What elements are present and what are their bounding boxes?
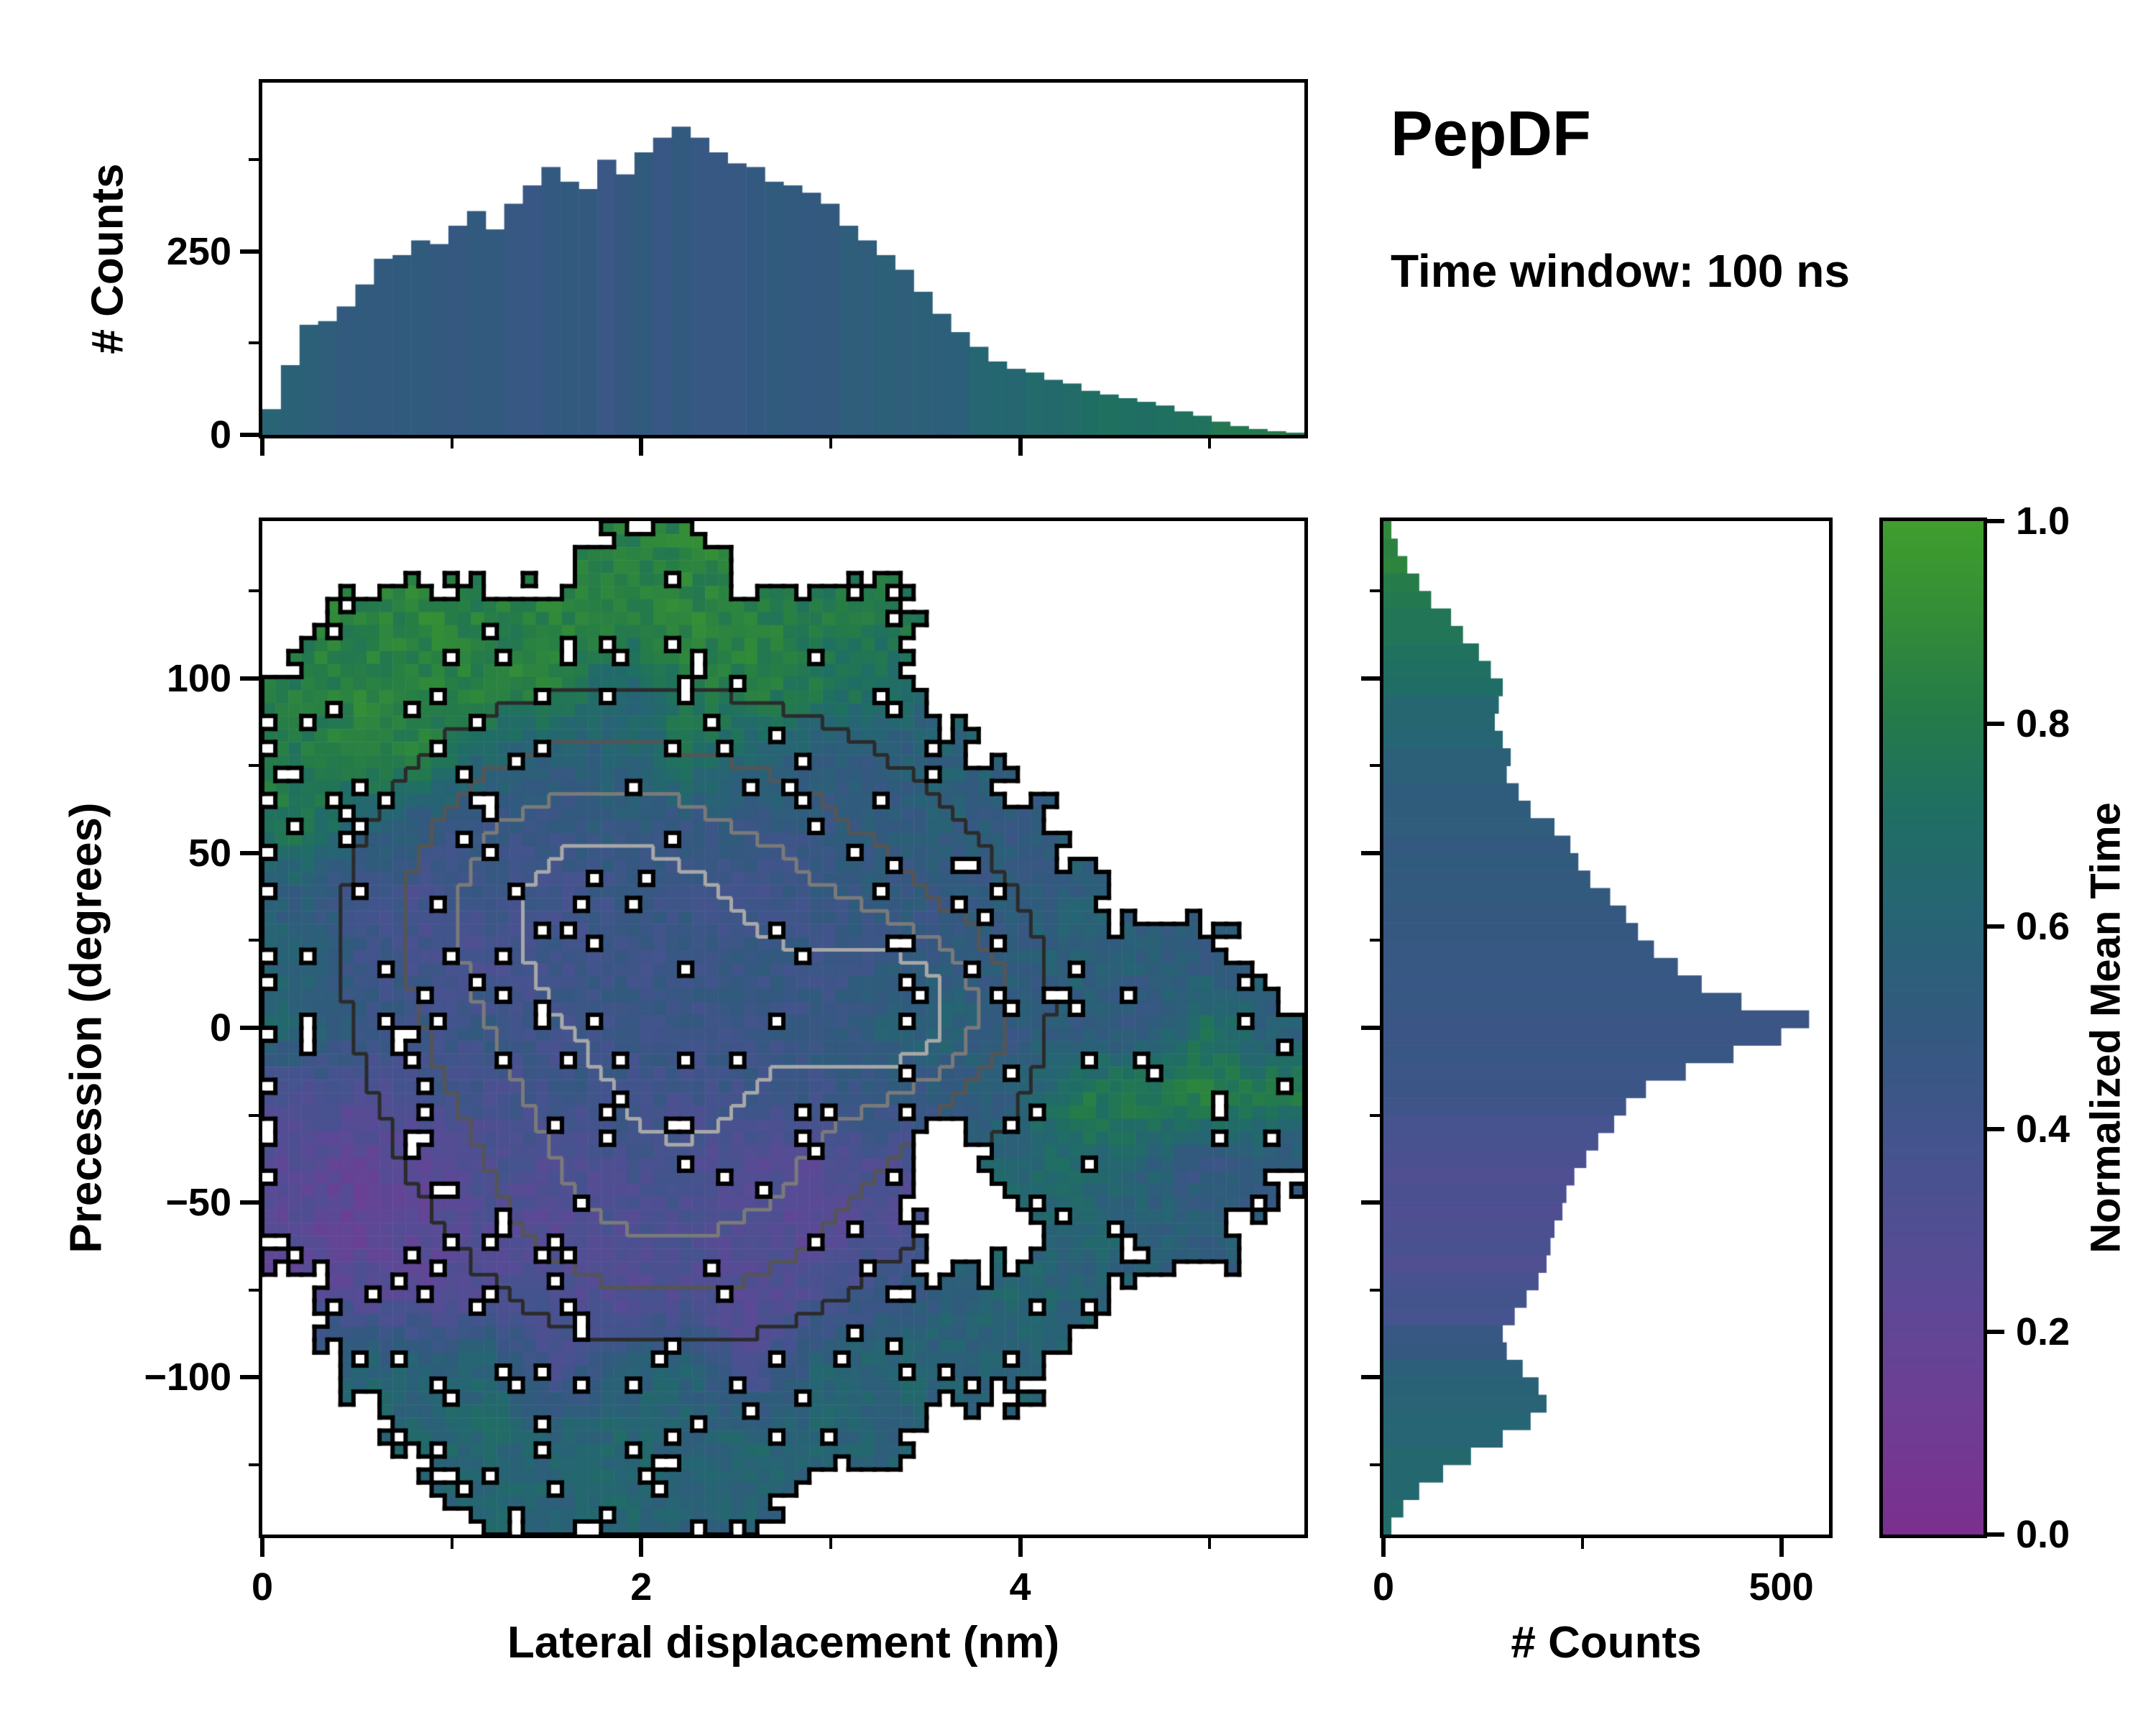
tick-label: 0.8 bbox=[2016, 702, 2070, 745]
tick-mark bbox=[829, 438, 832, 448]
tick-label: −50 bbox=[165, 1181, 231, 1225]
tick-label: 100 bbox=[166, 656, 231, 700]
tick-label: 0.4 bbox=[2016, 1108, 2070, 1151]
top-y-axis-label: # Counts bbox=[83, 163, 133, 354]
figure-subtitle: Time window: 100 ns bbox=[1391, 245, 1850, 297]
tick-mark bbox=[249, 1113, 259, 1117]
tick-label: 0 bbox=[1372, 1565, 1395, 1609]
tick-mark bbox=[450, 1538, 453, 1549]
tick-mark bbox=[639, 438, 644, 456]
tick-mark bbox=[1370, 1113, 1380, 1117]
right-histogram-canvas bbox=[1383, 521, 1829, 1535]
tick-label: 0 bbox=[209, 413, 231, 456]
tick-mark bbox=[249, 764, 259, 768]
tick-mark bbox=[1370, 764, 1380, 768]
tick-label: 0 bbox=[251, 1565, 274, 1609]
tick-mark bbox=[260, 1538, 264, 1557]
tick-label: 0.0 bbox=[2016, 1513, 2070, 1556]
colorbar-canvas bbox=[1883, 521, 1984, 1535]
tick-label: −100 bbox=[144, 1356, 231, 1399]
tick-mark bbox=[639, 1538, 644, 1557]
tick-mark bbox=[1987, 1127, 2004, 1131]
tick-mark bbox=[240, 850, 259, 855]
tick-mark bbox=[1018, 438, 1023, 456]
tick-mark bbox=[1208, 438, 1212, 448]
right-x-axis-label: # Counts bbox=[1511, 1618, 1702, 1668]
tick-mark bbox=[240, 433, 259, 437]
tick-label: 1.0 bbox=[2016, 500, 2070, 543]
tick-mark bbox=[1987, 924, 2004, 929]
tick-mark bbox=[1361, 676, 1380, 681]
tick-mark bbox=[249, 1288, 259, 1292]
tick-label: 250 bbox=[166, 229, 231, 273]
tick-mark bbox=[1370, 1288, 1380, 1292]
top-histogram-canvas bbox=[262, 83, 1304, 435]
tick-mark bbox=[260, 438, 264, 456]
main-y-axis-label: Precession (degrees) bbox=[61, 802, 111, 1254]
tick-mark bbox=[240, 1026, 259, 1030]
tick-label: 2 bbox=[630, 1565, 653, 1609]
tick-mark bbox=[1987, 1330, 2004, 1334]
tick-mark bbox=[249, 589, 259, 593]
tick-mark bbox=[1361, 850, 1380, 855]
tick-label: 0.6 bbox=[2016, 905, 2070, 948]
tick-label: 0 bbox=[209, 1006, 231, 1049]
tick-mark bbox=[829, 1538, 832, 1549]
tick-mark bbox=[450, 438, 453, 448]
figure-title: PepDF bbox=[1391, 98, 1591, 169]
tick-mark bbox=[240, 676, 259, 681]
tick-label: 500 bbox=[1749, 1565, 1814, 1609]
tick-mark bbox=[1987, 722, 2004, 726]
tick-mark bbox=[1370, 939, 1380, 942]
tick-label: 0.2 bbox=[2016, 1310, 2070, 1353]
tick-label: 50 bbox=[188, 831, 231, 875]
tick-mark bbox=[1987, 519, 2004, 523]
tick-mark bbox=[240, 249, 259, 254]
tick-mark bbox=[1361, 1375, 1380, 1380]
heatmap-canvas bbox=[262, 521, 1304, 1535]
tick-mark bbox=[1370, 1463, 1380, 1466]
tick-mark bbox=[1381, 1538, 1386, 1557]
main-x-axis-label: Lateral displacement (nm) bbox=[507, 1618, 1060, 1668]
tick-mark bbox=[1361, 1026, 1380, 1030]
tick-mark bbox=[1370, 589, 1380, 593]
colorbar-label: Normalized Mean Time bbox=[2082, 802, 2129, 1254]
tick-mark bbox=[1987, 1532, 2004, 1537]
tick-mark bbox=[1779, 1538, 1784, 1557]
tick-label: 4 bbox=[1009, 1565, 1031, 1609]
tick-mark bbox=[1018, 1538, 1023, 1557]
tick-mark bbox=[249, 341, 259, 345]
tick-mark bbox=[249, 939, 259, 942]
tick-mark bbox=[1361, 1200, 1380, 1205]
tick-mark bbox=[1208, 1538, 1212, 1549]
tick-mark bbox=[240, 1375, 259, 1380]
tick-mark bbox=[240, 1200, 259, 1205]
tick-mark bbox=[1580, 1538, 1584, 1549]
tick-mark bbox=[249, 158, 259, 162]
tick-mark bbox=[249, 1463, 259, 1466]
